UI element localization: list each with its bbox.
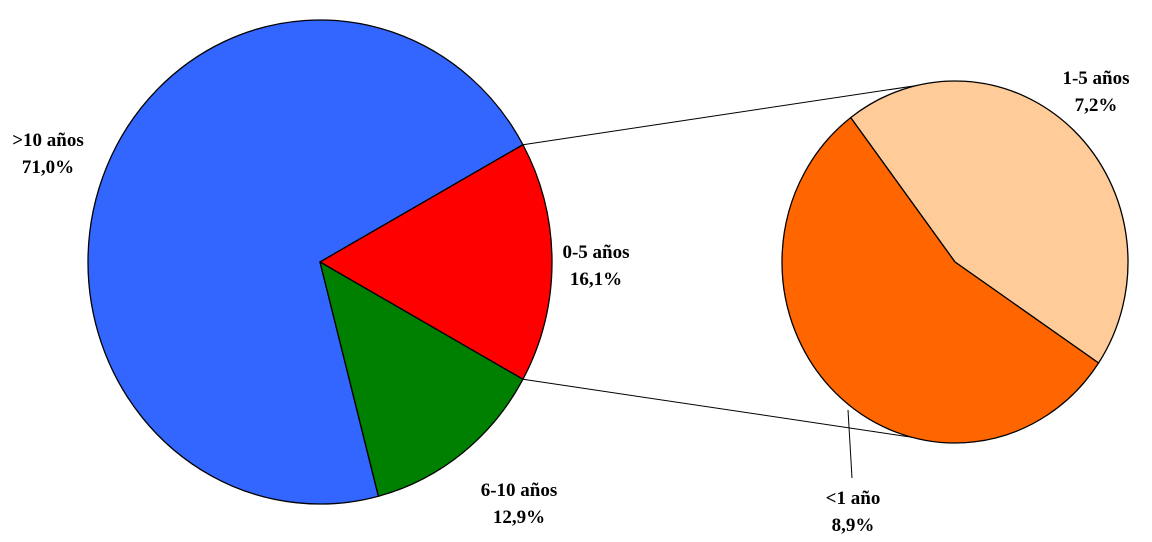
label-1-ano-value: 8,9% (832, 515, 875, 536)
main-pie (87, 19, 553, 505)
connector-line-bottom (522, 378, 950, 444)
secondary-pie (781, 80, 1129, 444)
label-0-5-anos-name: 0-5 años (562, 242, 629, 263)
label-10-anos-value: 71,0% (22, 157, 74, 178)
leader-line-lt1-ano (847, 409, 853, 479)
connector-line-top (522, 80, 945, 146)
label-0-5-anos-value: 16,1% (570, 269, 622, 290)
label-10-anos-name: >10 años (12, 130, 84, 151)
sub-slice-1-5-anos (850, 80, 1129, 364)
slice-10-anos (87, 19, 524, 505)
label-6-10-anos-name: 6-10 años (481, 480, 558, 501)
label-1-5-anos-value: 7,2% (1075, 95, 1118, 116)
slice-6-10-anos (319, 261, 524, 497)
label-1-5-anos-name: 1-5 años (1062, 68, 1129, 89)
connector-lines (522, 80, 950, 444)
sub-slice-1-ano (781, 116, 1100, 444)
label-1-ano-name: <1 año (826, 488, 881, 509)
slice-labels: >10 años 71,0% 0-5 años 16,1% 6-10 años 12,9%… (12, 68, 1129, 536)
slice-0-5-anos (319, 144, 553, 380)
label-6-10-anos-value: 12,9% (493, 507, 545, 528)
